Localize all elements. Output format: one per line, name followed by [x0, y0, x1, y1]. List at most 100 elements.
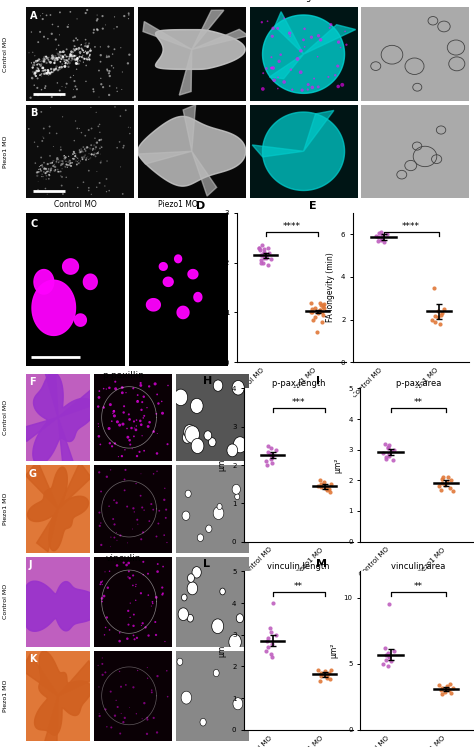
- Circle shape: [209, 438, 216, 447]
- Point: [321, 249, 328, 261]
- Polygon shape: [174, 255, 182, 263]
- Point: [449, 485, 456, 497]
- Point: [261, 247, 268, 258]
- Point: [288, 566, 296, 578]
- Title: vinculin length: vinculin length: [267, 562, 330, 571]
- Point: [268, 111, 276, 123]
- Text: Piezo1 MO: Piezo1 MO: [3, 135, 8, 167]
- Point: [316, 304, 324, 316]
- Point: [268, 457, 275, 469]
- Point: [258, 249, 265, 261]
- Point: [323, 482, 331, 494]
- Point: [265, 247, 273, 258]
- Circle shape: [235, 494, 240, 500]
- Polygon shape: [192, 10, 224, 49]
- Point: [320, 669, 328, 681]
- Point: [431, 316, 438, 328]
- Point: [268, 451, 275, 463]
- Point: [311, 311, 319, 323]
- Text: G: G: [28, 468, 36, 479]
- Point: [375, 227, 383, 239]
- Point: [390, 1, 398, 13]
- Circle shape: [191, 438, 204, 453]
- Point: [206, 0, 214, 10]
- Point: [188, 258, 196, 270]
- Polygon shape: [303, 25, 356, 55]
- Point: [441, 686, 448, 698]
- Polygon shape: [263, 15, 345, 93]
- Point: [261, 246, 268, 258]
- Point: [268, 114, 275, 125]
- Text: M: M: [316, 559, 327, 568]
- Point: [383, 648, 390, 660]
- Point: [430, 282, 438, 294]
- Point: [384, 441, 392, 453]
- Point: [454, 31, 462, 43]
- Point: [445, 683, 452, 695]
- Circle shape: [178, 608, 189, 621]
- Title: p-pax length: p-pax length: [272, 379, 326, 388]
- Point: [272, 441, 279, 453]
- Point: [318, 306, 326, 318]
- Point: [272, 629, 280, 641]
- Point: [257, 249, 264, 261]
- Polygon shape: [138, 152, 192, 164]
- Point: [269, 597, 277, 609]
- Point: [311, 302, 319, 314]
- Point: [313, 25, 320, 37]
- Point: [335, 319, 342, 331]
- Y-axis label: FA longevity (min): FA longevity (min): [327, 252, 336, 323]
- Point: [371, 346, 378, 358]
- Polygon shape: [58, 660, 96, 696]
- Point: [438, 681, 446, 693]
- Point: [317, 299, 325, 311]
- Circle shape: [182, 594, 187, 601]
- Point: [316, 0, 324, 10]
- Point: [309, 306, 316, 318]
- Point: [447, 678, 454, 689]
- Point: [295, 276, 302, 288]
- Point: [258, 239, 265, 251]
- Title: p-pax area: p-pax area: [396, 379, 441, 388]
- Point: [386, 650, 393, 662]
- Point: [308, 297, 315, 309]
- Point: [282, 241, 290, 252]
- Circle shape: [233, 437, 247, 453]
- Polygon shape: [42, 696, 58, 747]
- Circle shape: [232, 484, 240, 495]
- Point: [316, 297, 324, 309]
- Point: [315, 480, 322, 492]
- Text: LifeAct: LifeAct: [177, 0, 206, 2]
- Point: [449, 681, 456, 693]
- Point: [262, 645, 270, 657]
- Point: [316, 365, 324, 376]
- Point: [319, 299, 327, 311]
- Point: [320, 477, 328, 489]
- Point: [222, 134, 230, 146]
- Point: [385, 598, 393, 610]
- Text: J: J: [28, 560, 32, 570]
- Point: [268, 651, 275, 663]
- Point: [267, 441, 275, 453]
- Point: [386, 450, 393, 462]
- Title: vinculin area: vinculin area: [391, 562, 446, 571]
- Text: FAK-GFP: FAK-GFP: [63, 0, 97, 2]
- Text: Control MO: Control MO: [3, 584, 8, 619]
- Point: [438, 477, 446, 489]
- Point: [428, 314, 436, 326]
- Point: [430, 114, 438, 125]
- Point: [445, 471, 452, 483]
- Circle shape: [192, 567, 201, 578]
- Point: [420, 180, 428, 192]
- Circle shape: [213, 380, 223, 391]
- Point: [267, 648, 274, 660]
- Text: Control MO: Control MO: [3, 37, 8, 72]
- Point: [267, 453, 274, 465]
- Point: [364, 543, 371, 555]
- Point: [186, 0, 194, 7]
- Point: [184, 0, 192, 9]
- Y-axis label: μm²: μm²: [334, 457, 343, 473]
- Point: [431, 311, 438, 323]
- Y-axis label: μm: μm: [218, 645, 227, 657]
- Point: [390, 645, 398, 657]
